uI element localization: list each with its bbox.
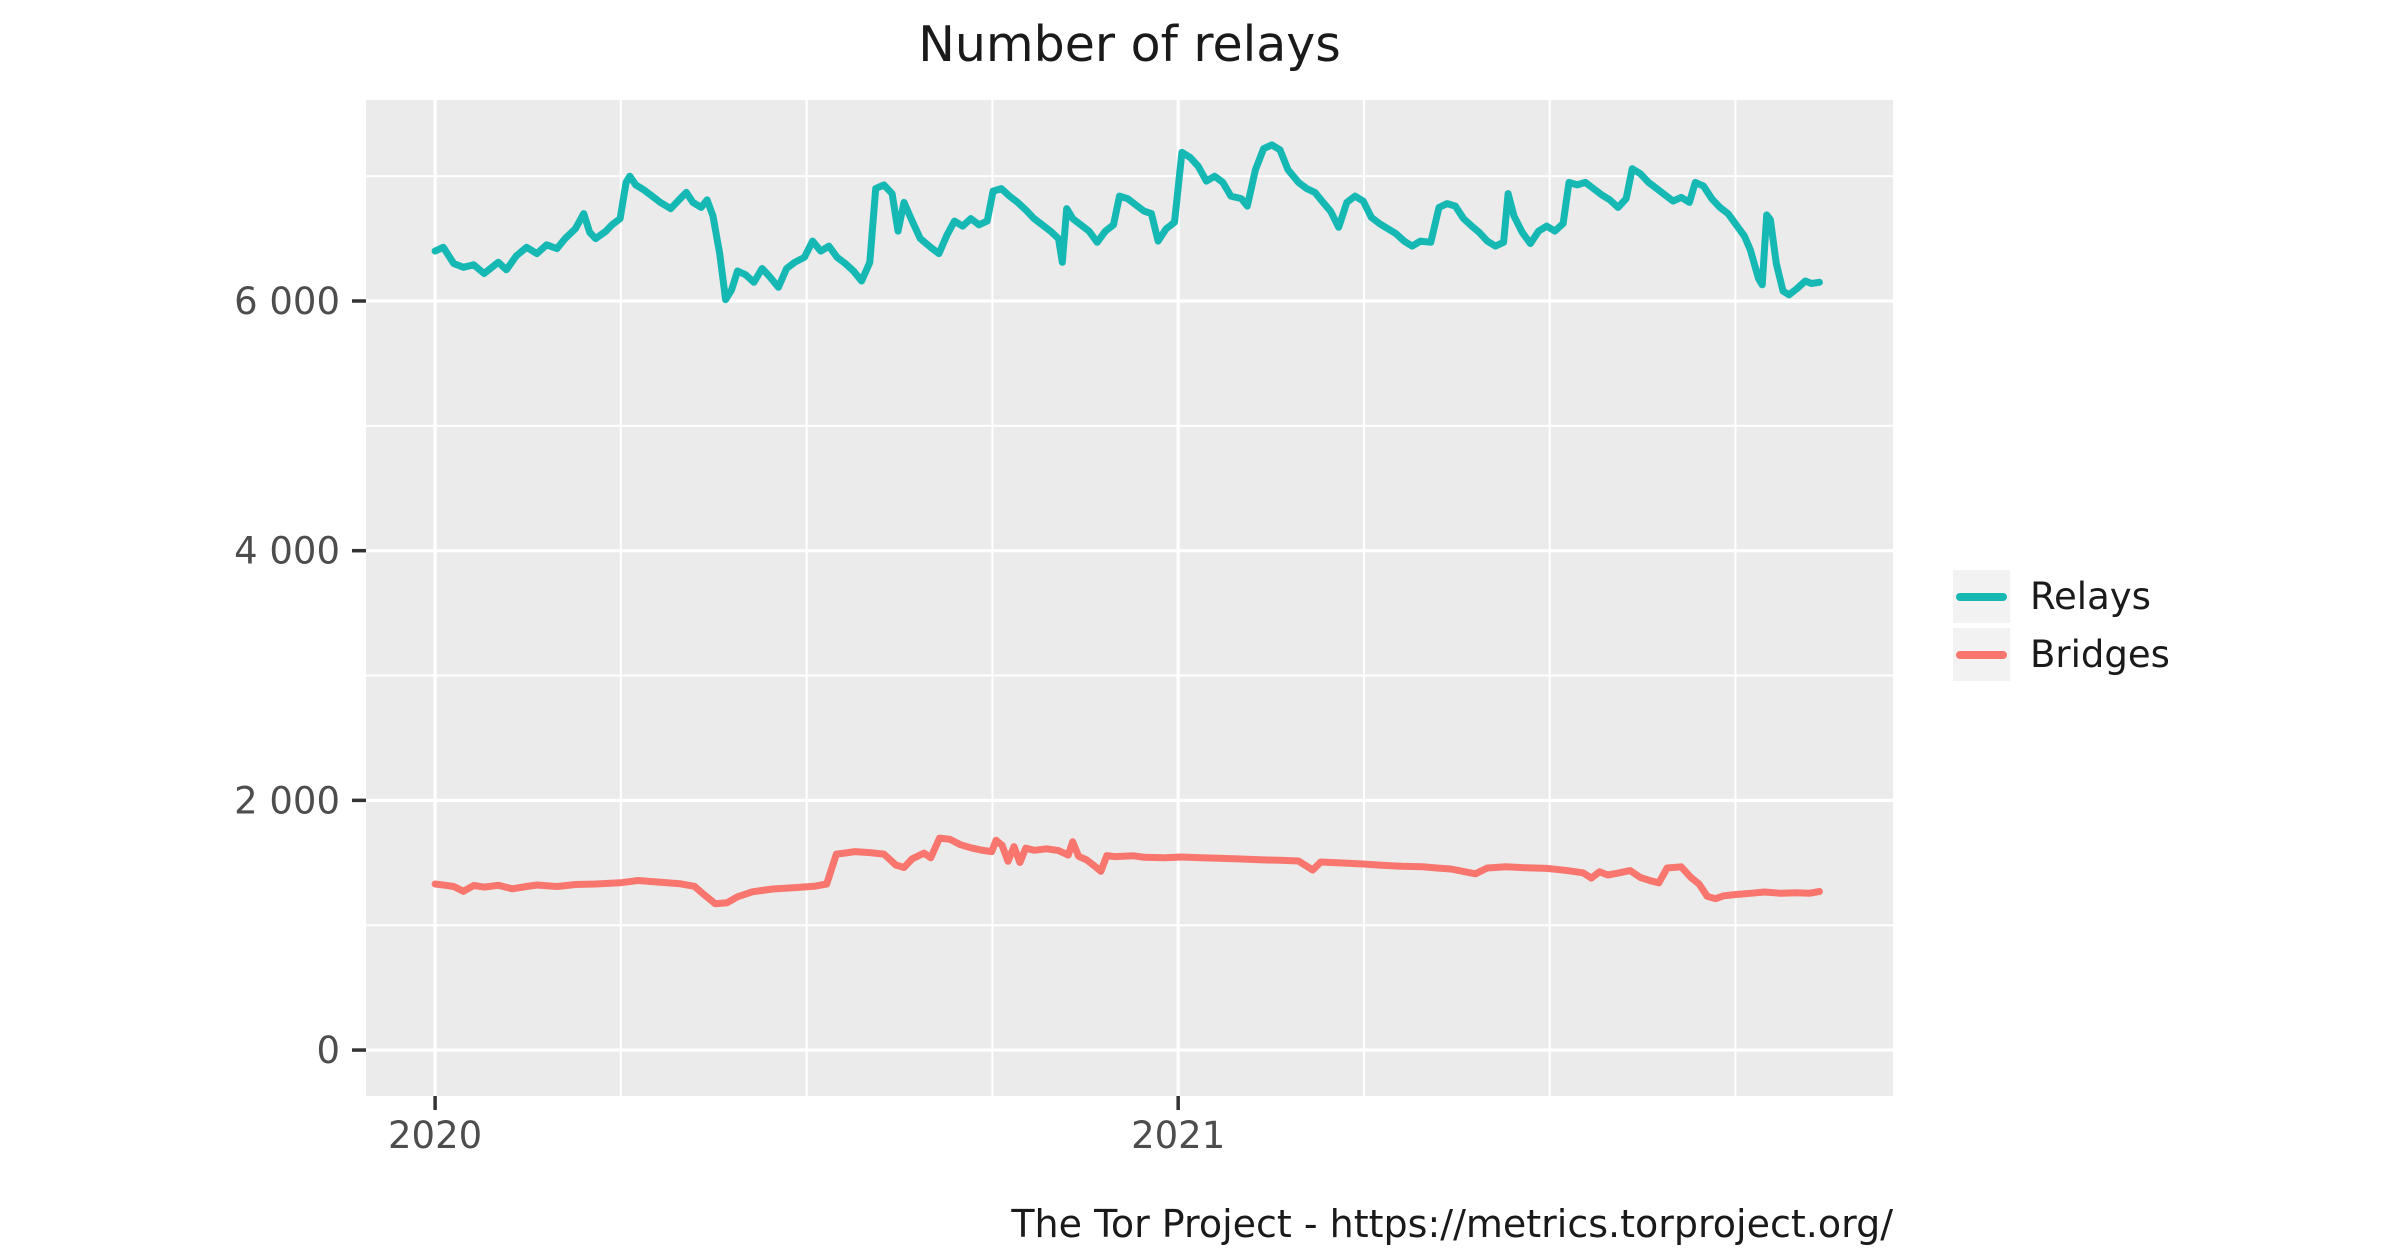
legend-key bbox=[1953, 628, 2010, 681]
chart-caption: The Tor Project - https://metrics.torpro… bbox=[1011, 1202, 1893, 1246]
x-axis-tick-label: 2021 bbox=[1131, 1114, 1225, 1157]
y-axis-tick-label: 0 bbox=[316, 1029, 340, 1072]
y-axis-tick-label: 4 000 bbox=[234, 530, 340, 573]
plot-panel bbox=[366, 100, 1893, 1096]
x-axis-tick-label: 2020 bbox=[388, 1114, 482, 1157]
bridges-line-swatch-icon bbox=[1956, 651, 2007, 659]
legend-label-relays: Relays bbox=[2030, 575, 2151, 618]
y-axis-tick-label: 2 000 bbox=[234, 779, 340, 822]
legend-label-bridges: Bridges bbox=[2030, 633, 2170, 676]
legend-item-relays: Relays bbox=[1953, 570, 2400, 623]
relays-line-swatch-icon bbox=[1956, 593, 2007, 601]
legend-item-bridges: Bridges bbox=[1953, 628, 2400, 681]
legend-key bbox=[1953, 570, 2010, 623]
y-axis-tick-label: 6 000 bbox=[234, 280, 340, 323]
relays-line-series bbox=[431, 141, 1823, 304]
bridges-line-series bbox=[431, 834, 1823, 908]
chart-title: Number of relays bbox=[918, 16, 1341, 73]
